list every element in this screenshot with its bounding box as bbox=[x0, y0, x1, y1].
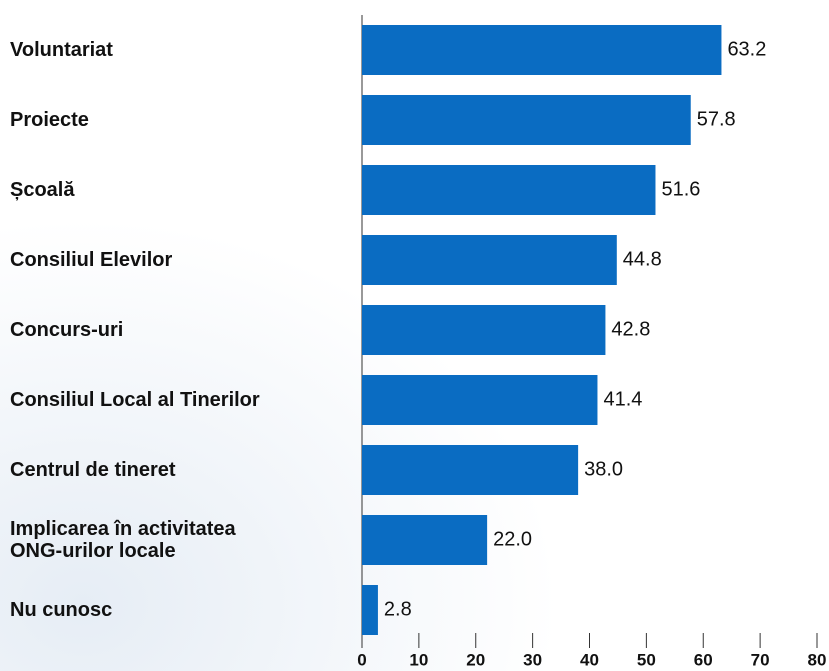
value-label: 2.8 bbox=[384, 598, 412, 620]
value-label: 63.2 bbox=[727, 38, 766, 60]
value-label: 42.8 bbox=[611, 318, 650, 340]
x-tick-label: 40 bbox=[580, 650, 599, 669]
bar bbox=[362, 305, 606, 355]
value-label: 51.6 bbox=[661, 178, 700, 200]
bar bbox=[362, 25, 722, 75]
category-label: Proiecte bbox=[10, 109, 89, 131]
x-tick-label: 0 bbox=[357, 650, 366, 669]
bar bbox=[362, 95, 691, 145]
bar bbox=[362, 515, 488, 565]
category-label: Consiliul Local al Tinerilor bbox=[10, 389, 260, 411]
x-tick-label: 30 bbox=[523, 650, 542, 669]
value-label: 41.4 bbox=[603, 388, 642, 410]
bar bbox=[362, 165, 656, 215]
category-label: Voluntariat bbox=[10, 39, 113, 61]
x-tick-label: 20 bbox=[466, 650, 485, 669]
category-label: Nu cunosc bbox=[10, 599, 113, 621]
value-label: 44.8 bbox=[623, 248, 662, 270]
category-label: Concurs-uri bbox=[10, 319, 124, 341]
x-tick-label: 50 bbox=[637, 650, 656, 669]
category-label: Consiliul Elevilor bbox=[10, 249, 173, 271]
x-tick-label: 10 bbox=[409, 650, 428, 669]
bar bbox=[362, 235, 617, 285]
x-tick-label: 80 bbox=[808, 650, 827, 669]
bar bbox=[362, 375, 598, 425]
bar bbox=[362, 585, 378, 635]
value-label: 22.0 bbox=[493, 528, 532, 550]
category-label: Implicarea în activitatea ONG-urilor loc… bbox=[10, 518, 236, 562]
bar bbox=[362, 445, 579, 495]
category-label: Școală bbox=[10, 179, 75, 201]
value-label: 57.8 bbox=[697, 108, 736, 130]
x-tick-label: 60 bbox=[694, 650, 713, 669]
value-label: 38.0 bbox=[584, 458, 623, 480]
category-label: Centrul de tineret bbox=[10, 459, 176, 481]
x-tick-label: 70 bbox=[751, 650, 770, 669]
